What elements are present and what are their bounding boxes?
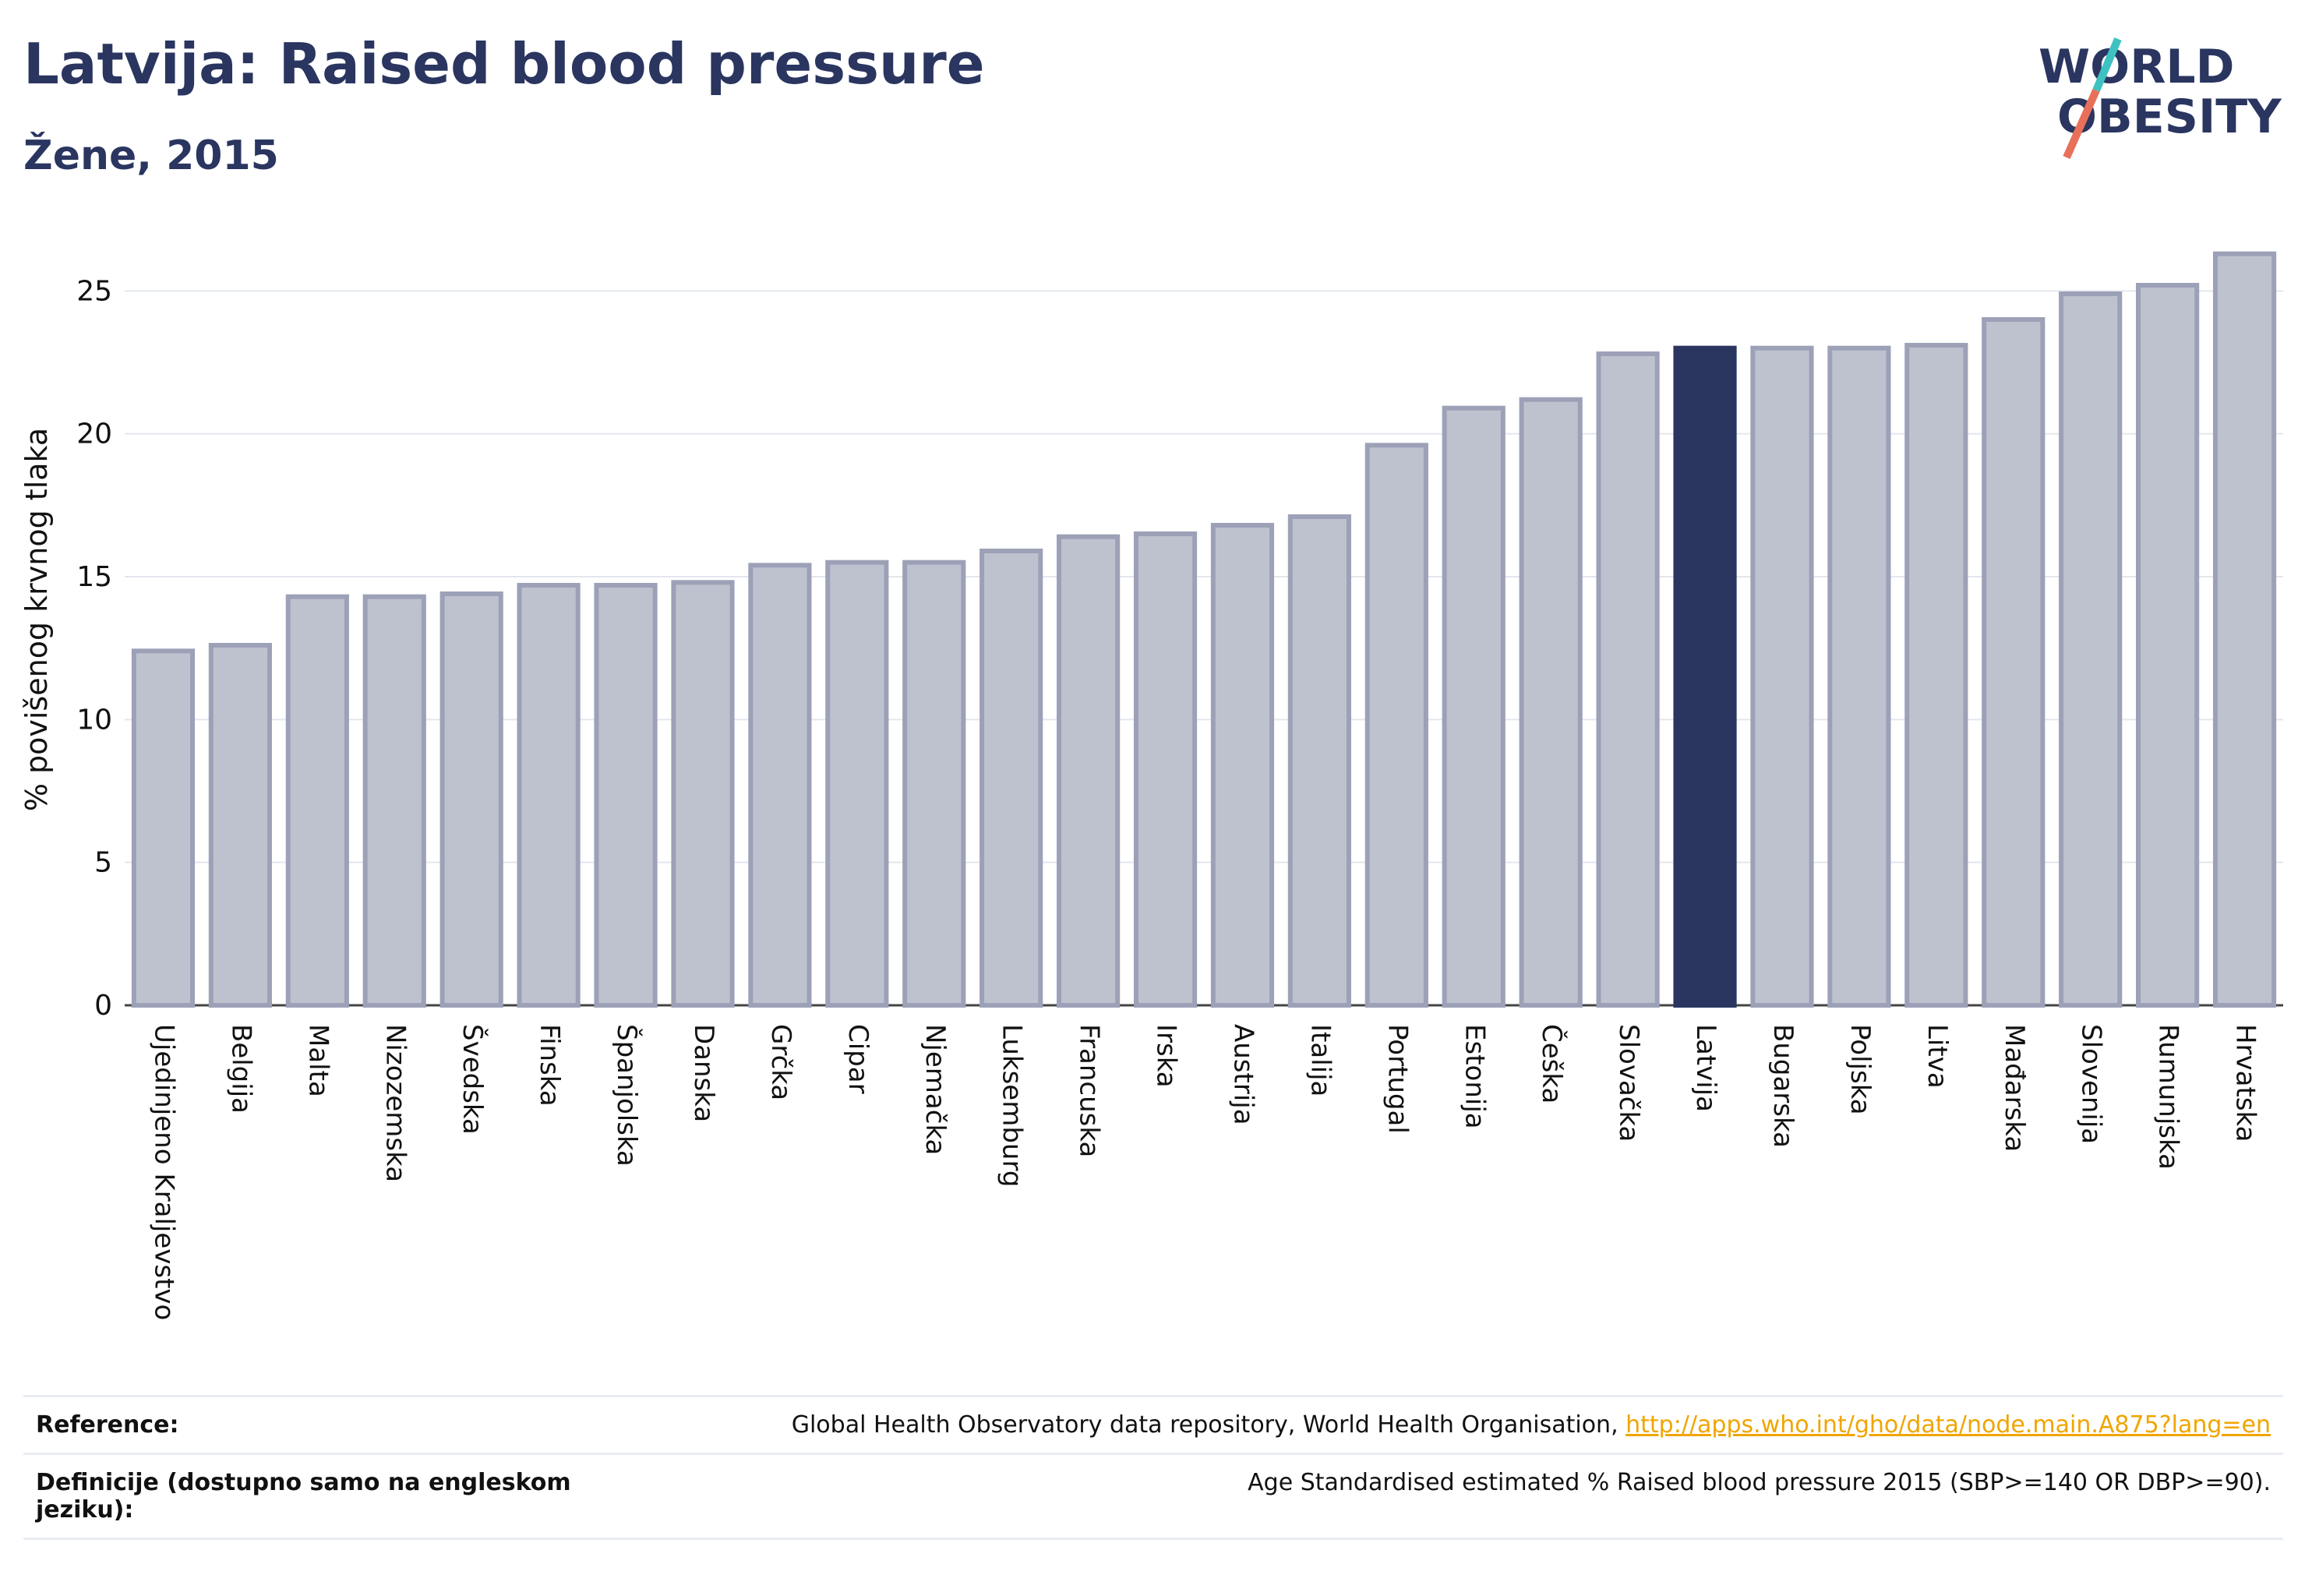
bar-bugarska[interactable] (1750, 345, 1814, 1008)
x-tick-label: Malta (302, 1024, 334, 1097)
chart-subtitle: Žene, 2015 (23, 132, 279, 179)
bars (131, 251, 2277, 1008)
x-tick-label: Slovačka (1613, 1024, 1644, 1142)
bar-finska[interactable] (517, 583, 581, 1008)
bar-latvija[interactable] (1673, 345, 1737, 1008)
x-tick-label: Danska (688, 1024, 719, 1122)
bar-francuska[interactable] (1057, 534, 1121, 1008)
bar-irska[interactable] (1133, 531, 1198, 1008)
x-tick-label: Španjolska (611, 1024, 643, 1167)
x-tick-label: Latvija (1690, 1024, 1721, 1112)
bar-hrvatska[interactable] (2212, 251, 2277, 1008)
bar-cipar[interactable] (825, 560, 889, 1008)
bar-litva[interactable] (1904, 343, 1968, 1008)
y-tick-label: 25 (76, 275, 112, 307)
bar-nizozemska[interactable] (362, 594, 426, 1008)
y-tick-label: 20 (76, 418, 112, 450)
x-tick-label: Njemačka (920, 1024, 951, 1155)
reference-link[interactable]: http://apps.who.int/gho/data/node.main.A… (1626, 1411, 2271, 1439)
y-axis-label: % povišenog krvnog tlaka (19, 428, 54, 811)
bar-grčka[interactable] (748, 563, 812, 1008)
logo-line-world: WORLD (2038, 40, 2234, 94)
definition-text: Age Standardised estimated % Raised bloo… (609, 1453, 2283, 1540)
x-tick-label: Slovenija (2076, 1024, 2107, 1144)
x-tick-label: Estonija (1459, 1024, 1490, 1129)
x-tick-label: Irska (1151, 1024, 1182, 1088)
y-tick-label: 10 (76, 704, 112, 736)
bar-slovačka[interactable] (1596, 351, 1660, 1008)
bar-češka[interactable] (1519, 397, 1583, 1008)
x-tick-label: Litva (1922, 1024, 1953, 1089)
x-tick-label: Švedska (457, 1024, 489, 1135)
x-tick-label: Portugal (1382, 1024, 1413, 1134)
x-tick-label: Francuska (1074, 1024, 1105, 1157)
bar-austrija[interactable] (1210, 523, 1275, 1008)
definition-row: Definicije (dostupno samo na engleskom j… (23, 1453, 2283, 1540)
reference-row: Reference: Global Health Observatory dat… (23, 1395, 2283, 1455)
x-tick-label: Bugarska (1767, 1024, 1798, 1148)
bar-italija[interactable] (1287, 514, 1351, 1008)
reference-label: Reference: (23, 1395, 609, 1455)
bar-danska[interactable] (671, 580, 735, 1008)
bar-belgija[interactable] (208, 643, 272, 1008)
references-table: Reference: Global Health Observatory dat… (23, 1395, 2283, 1540)
x-tick-label: Poljska (1844, 1024, 1876, 1115)
bar-švedska[interactable] (439, 591, 503, 1008)
x-tick-label: Nizozemska (379, 1024, 411, 1182)
y-tick-label: 5 (94, 847, 112, 879)
x-tick-label: Belgija (225, 1024, 256, 1114)
x-tick-label: Grčka (765, 1024, 796, 1100)
bar-malta[interactable] (285, 594, 349, 1008)
reference-value: Global Health Observatory data repositor… (609, 1395, 2283, 1455)
bar-poljska[interactable] (1827, 345, 1891, 1008)
x-tick-label: Luksemburg (997, 1024, 1028, 1187)
x-tick-label: Ujedinjeno Kraljevstvo (148, 1024, 179, 1320)
chart-title: Latvija: Raised blood pressure (23, 31, 985, 97)
y-tick-labels: 0 5 10 15 20 25 (76, 275, 112, 1022)
bar-portugal[interactable] (1364, 443, 1428, 1008)
definition-label: Definicije (dostupno samo na engleskom j… (23, 1453, 609, 1540)
x-tick-label: Finska (534, 1024, 565, 1107)
x-tick-label: Austrija (1227, 1024, 1258, 1125)
logo-slash-coral (2063, 88, 2100, 160)
bar-estonija[interactable] (1442, 405, 1505, 1008)
bar-luksemburg[interactable] (980, 549, 1043, 1008)
bar-njemačka[interactable] (902, 560, 966, 1008)
bar-rumunjska[interactable] (2136, 283, 2200, 1008)
y-tick-label: 15 (76, 561, 112, 593)
x-tick-label: Hrvatska (2230, 1024, 2261, 1142)
x-tick-label: Italija (1304, 1024, 1336, 1096)
bar-ujedinjeno-kraljevstvo[interactable] (131, 648, 196, 1008)
y-tick-label: 0 (94, 990, 112, 1022)
bar-španjolska[interactable] (594, 583, 658, 1008)
bar-chart: 0 5 10 15 20 25 Ujedinjeno Kraljevstvo Belgija… (19, 251, 2283, 1320)
x-tick-label: Češka (1536, 1024, 1568, 1103)
x-tick-label: Mađarska (1999, 1024, 2030, 1152)
x-tick-label: Rumunjska (2153, 1024, 2184, 1170)
reference-text: Global Health Observatory data repositor… (791, 1411, 1626, 1439)
world-obesity-logo[interactable]: WORLD OBESITY (2026, 31, 2291, 171)
logo-slash-teal (2092, 37, 2122, 92)
x-tick-label: Cipar (842, 1024, 874, 1094)
bar-mađarska[interactable] (1982, 317, 2046, 1008)
bar-slovenija[interactable] (2059, 291, 2123, 1008)
x-tick-labels: Ujedinjeno Kraljevstvo Belgija Malta Nizoze… (148, 1024, 2261, 1320)
